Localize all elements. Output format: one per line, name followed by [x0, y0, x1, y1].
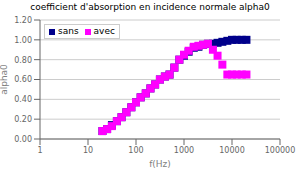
svg-text:10: 10 [83, 146, 93, 155]
svg-text:1.00: 1.00 [14, 36, 32, 45]
svg-text:100: 100 [128, 146, 143, 155]
html-text:sans: sans [58, 26, 79, 36]
svg-text:1: 1 [37, 146, 42, 155]
svg-text:alpha0: alpha0 [8, 64, 9, 95]
svg-text:0.40: 0.40 [14, 95, 32, 104]
svg-text:1000: 1000 [174, 146, 194, 155]
svg-text:100000: 100000 [265, 146, 292, 155]
svg-text:1.20: 1.20 [14, 16, 32, 25]
svg-text:f(Hz): f(Hz) [149, 159, 171, 169]
svg-text:0.00: 0.00 [14, 135, 32, 144]
svg-text:0.60: 0.60 [14, 75, 32, 84]
svg-text:0.80: 0.80 [14, 56, 32, 65]
svg-text:0.20: 0.20 [14, 115, 32, 124]
html-text:avec: avec [93, 26, 115, 36]
svg-text:10000: 10000 [219, 146, 244, 155]
html-text:coefficient d'absorption en in: coefficient d'absorption en incidence no… [30, 2, 270, 12]
